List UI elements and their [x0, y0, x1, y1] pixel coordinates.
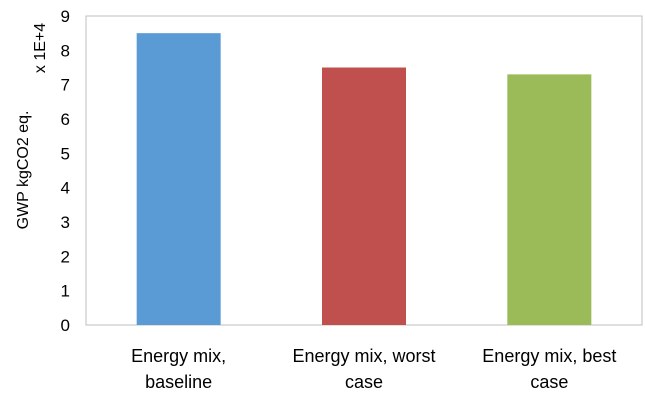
y-tick-label: 2 — [61, 247, 70, 266]
y-tick-label: 1 — [61, 282, 70, 301]
category-label: baseline — [145, 372, 212, 392]
bar — [507, 74, 592, 325]
category-label: Energy mix, best — [482, 346, 616, 366]
y-tick-label: 7 — [61, 76, 70, 95]
category-label: Energy mix, — [131, 346, 226, 366]
y-tick-label: 6 — [61, 110, 70, 129]
y-tick-label: 8 — [61, 41, 70, 60]
category-labels: Energy mix, baseline Energy mix, worst case… — [131, 346, 616, 392]
y-tick-label: 0 — [61, 316, 70, 335]
bar — [322, 67, 406, 325]
category-label: Energy mix, worst — [292, 346, 435, 366]
y-tick-label: 3 — [61, 213, 70, 232]
category-label: case — [345, 372, 383, 392]
y-axis-scale-label: x 1E+4 — [32, 23, 49, 73]
category-label: case — [530, 372, 568, 392]
bars — [136, 33, 592, 326]
y-tick-label: 5 — [61, 144, 70, 163]
y-tick-labels: 0 1 2 3 4 5 6 7 8 9 — [61, 7, 70, 335]
y-tick-label: 4 — [61, 179, 70, 198]
y-axis-label: GWP kgCO2 eq. — [15, 111, 32, 230]
bar — [136, 33, 221, 326]
y-tick-label: 9 — [61, 7, 70, 26]
